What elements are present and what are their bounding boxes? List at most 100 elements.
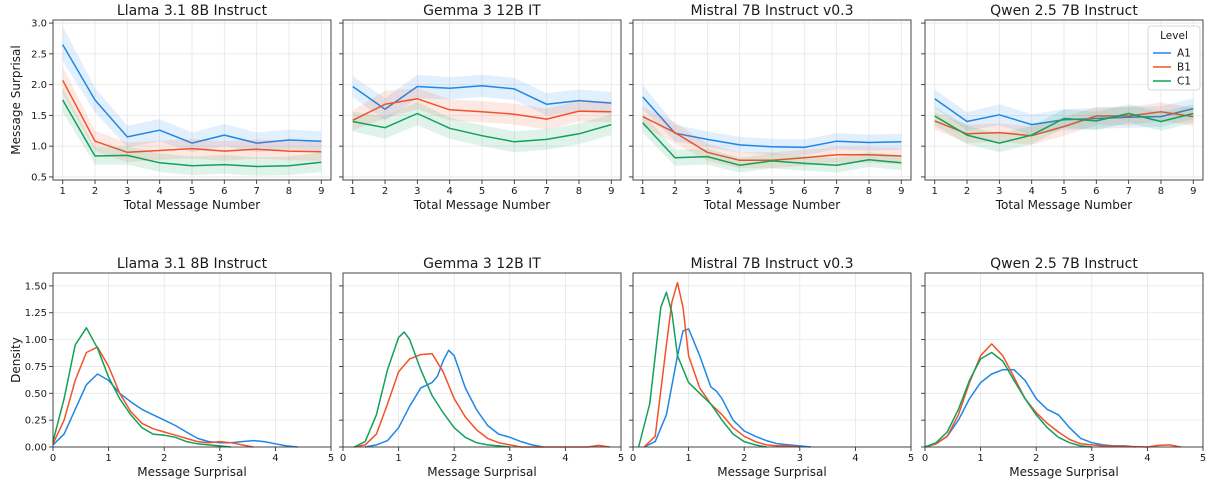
x-tick-label: 6 (511, 186, 517, 197)
series-line-C1 (924, 351, 1092, 448)
x-tick-label: 2 (741, 453, 747, 464)
density-panel-2: 0 1 2 3 4 5 Gemma 3 12B IT Message Surprisal (339, 256, 624, 479)
x-axis-label: Total Message Number (413, 198, 551, 212)
legend-title: Level (1160, 30, 1188, 42)
legend-box (1147, 25, 1201, 91)
plot-frame (924, 272, 1204, 448)
y-tick-label: 0.50 (25, 389, 47, 400)
y-tick-label: 1.00 (25, 335, 47, 346)
x-tick-label: 0 (50, 453, 56, 464)
x-tick-label: 3 (414, 186, 420, 197)
x-axis-label: Message Surprisal (717, 465, 826, 479)
x-tick-label: 2 (964, 186, 970, 197)
x-tick-label: 4 (1144, 453, 1150, 464)
x-tick-label: 5 (1061, 186, 1067, 197)
x-tick-label: 5 (1200, 453, 1206, 464)
series-line-A1 (365, 349, 544, 448)
legend: Level A1 B1 C1 (1147, 25, 1201, 91)
series-line-C1 (934, 112, 1194, 144)
panel-title: Gemma 3 12B IT (423, 3, 541, 19)
series-line-A1 (352, 85, 612, 110)
y-tick-label: 1.50 (25, 281, 47, 292)
x-tick-label: 9 (608, 186, 614, 197)
series-line-C1 (62, 99, 322, 168)
x-tick-label: 5 (908, 453, 914, 464)
x-tick-label: 3 (996, 186, 1002, 197)
x-tick-label: 4 (156, 186, 162, 197)
x-tick-label: 7 (833, 186, 839, 197)
x-tick-label: 1 (105, 453, 111, 464)
y-tick-label: 0.00 (25, 443, 47, 454)
x-tick-label: 9 (318, 186, 324, 197)
x-tick-label: 4 (562, 453, 568, 464)
x-tick-label: 2 (161, 453, 167, 464)
x-tick-label: 4 (446, 186, 452, 197)
line-panel-4: 1 2 3 4 5 6 7 8 9 Qwen 2.5 7B Instruct Total Messa… (921, 3, 1204, 212)
panel-title: Mistral 7B Instruct v0.3 (691, 256, 854, 272)
x-tick-label: 4 (852, 453, 858, 464)
x-tick-label: 3 (704, 186, 710, 197)
x-tick-label: 6 (221, 186, 227, 197)
x-tick-label: 9 (898, 186, 904, 197)
x-axis-label: Message Surprisal (427, 465, 536, 479)
x-tick-label: 1 (932, 186, 938, 197)
x-tick-label: 1 (640, 186, 646, 197)
x-tick-label: 4 (736, 186, 742, 197)
x-tick-label: 2 (382, 186, 388, 197)
y-tick-label: 2.0 (31, 80, 47, 91)
x-tick-label: 4 (272, 453, 278, 464)
x-tick-label: 8 (286, 186, 292, 197)
series-line-B1 (643, 281, 800, 448)
plot-frame (52, 272, 332, 448)
x-tick-label: 4 (1028, 186, 1034, 197)
y-tick-label: 0.25 (25, 416, 47, 427)
x-tick-label: 2 (92, 186, 98, 197)
x-tick-label: 2 (672, 186, 678, 197)
series-line-C1 (353, 331, 510, 448)
legend-entry: B1 (1177, 62, 1191, 74)
ci-band-B1 (62, 66, 322, 163)
series-line-A1 (62, 44, 322, 144)
x-tick-label: 0 (922, 453, 928, 464)
x-tick-label: 1 (60, 186, 66, 197)
x-tick-label: 9 (1190, 186, 1196, 197)
x-tick-label: 2 (451, 453, 457, 464)
x-tick-label: 3 (1089, 453, 1095, 464)
ci-band-C1 (642, 112, 902, 173)
x-tick-label: 3 (124, 186, 130, 197)
series-line-A1 (642, 96, 902, 149)
x-tick-label: 1 (350, 186, 356, 197)
x-tick-label: 3 (797, 453, 803, 464)
series-line-B1 (62, 79, 322, 154)
x-tick-label: 3 (217, 453, 223, 464)
x-axis-label: Total Message Number (995, 198, 1133, 212)
x-tick-label: 0 (340, 453, 346, 464)
plot-frame (342, 272, 622, 448)
x-axis-label: Message Surprisal (1009, 465, 1118, 479)
x-tick-label: 8 (1158, 186, 1164, 197)
density-panel-1: 0 1 2 3 4 5 0.00 0.25 0.50 0.75 1.00 1.25 1.50 Llama … (9, 256, 334, 479)
x-tick-label: 5 (189, 186, 195, 197)
y-tick-label: 1.0 (31, 142, 47, 153)
x-tick-label: 1 (395, 453, 401, 464)
ci-band-A1 (934, 89, 1194, 136)
x-tick-label: 5 (328, 453, 334, 464)
panel-title: Gemma 3 12B IT (423, 256, 541, 272)
line-panel-1: 1 2 3 4 5 6 7 8 9 0.5 1.0 1.5 2.0 2.5 3.0 Llama 3.1 8B … (9, 3, 332, 212)
series-line-C1 (637, 291, 767, 448)
plot-frame (632, 272, 912, 448)
panel-title: Llama 3.1 8B Instruct (117, 256, 268, 272)
ci-band-C1 (934, 104, 1194, 153)
series-line-A1 (924, 368, 1137, 448)
panel-title: Qwen 2.5 7B Instruct (990, 3, 1138, 19)
y-axis-label: Density (9, 337, 23, 383)
x-axis-label: Total Message Number (703, 198, 841, 212)
x-tick-label: 7 (253, 186, 259, 197)
legend-entry: A1 (1177, 48, 1191, 60)
y-tick-label: 3.0 (31, 19, 47, 30)
series-line-B1 (934, 110, 1194, 137)
x-tick-label: 5 (479, 186, 485, 197)
y-tick-label: 0.5 (31, 172, 47, 183)
x-tick-label: 6 (801, 186, 807, 197)
